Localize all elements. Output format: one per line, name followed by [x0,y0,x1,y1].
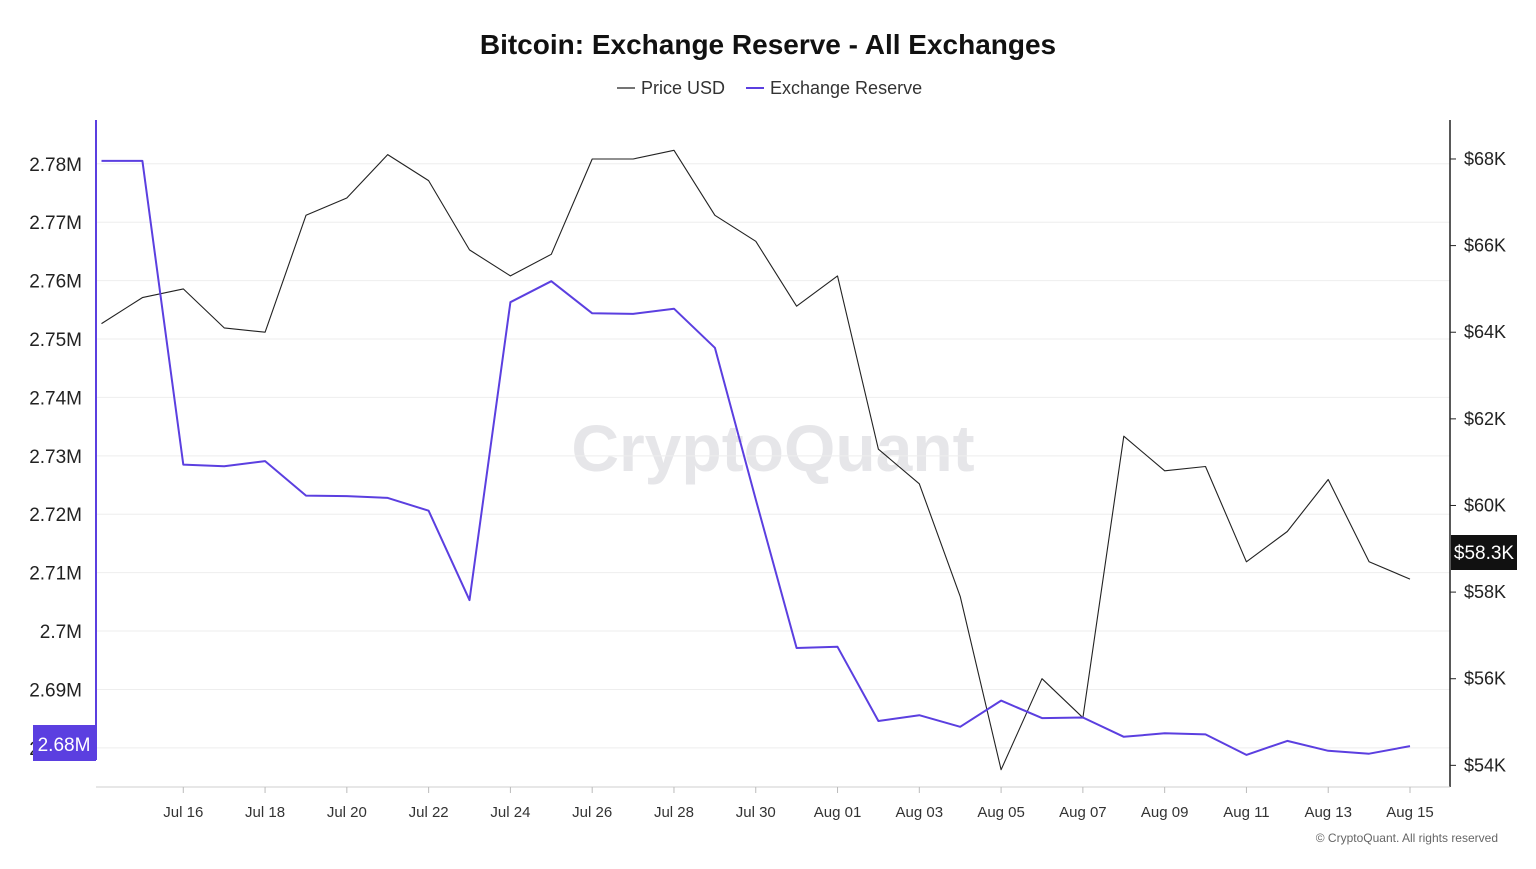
grid [96,163,1450,749]
legend-label-reserve: Exchange Reserve [770,78,922,98]
x-tick-label: Aug 15 [1386,804,1434,821]
left-tick-label: 2.72M [29,505,82,526]
legend-item-price[interactable]: Price USD [617,78,725,98]
x-tick-label: Aug 03 [896,804,944,821]
x-tick-label: Jul 22 [409,804,449,821]
x-tick-label: Jul 18 [245,804,285,821]
legend-item-reserve[interactable]: Exchange Reserve [746,78,922,98]
legend: Price USD Exchange Reserve [617,78,922,98]
x-tick-label: Aug 01 [814,804,862,821]
x-tick-label: Jul 20 [327,804,367,821]
right-tick-label: $56K [1464,669,1506,689]
left-tick-label: 2.7M [40,622,82,643]
x-tick-label: Jul 26 [572,804,612,821]
right-badge-label: $58.3K [1454,543,1515,564]
left-badge-label: 2.68M [38,735,91,756]
left-tick-label: 2.78M [29,155,82,176]
price-usd-line[interactable] [101,149,1411,771]
right-tick-label: $66K [1464,236,1506,256]
chart-title: Bitcoin: Exchange Reserve - All Exchange… [480,29,1056,60]
x-tick-label: Jul 16 [163,804,203,821]
right-badge-bg [1451,535,1517,570]
right-tick-label: $60K [1464,495,1506,515]
x-tick-label: Jul 28 [654,804,694,821]
legend-label-price: Price USD [641,78,725,98]
right-axis-ticks: $54K $56K $58K $60K $62K $64K $66K $68K [1450,149,1506,775]
right-tick-label: $58K [1464,582,1506,602]
right-tick-label: $54K [1464,755,1506,775]
watermark: CryptoQuant [571,411,974,485]
copyright: © CryptoQuant. All rights reserved [1316,831,1498,845]
x-tick-label: Aug 09 [1141,804,1189,821]
x-tick-label: Aug 13 [1304,804,1352,821]
left-tick-label: 2.74M [29,388,82,409]
left-axis-ticks: 2.68M2.69M2.7M2.71M2.72M2.73M2.74M2.75M2… [29,155,82,760]
right-tick-label: $68K [1464,149,1506,169]
x-axis-ticks: Jul 16 Jul 18 Jul 20 Jul 22 Jul 24 Jul 26 Jul … [163,787,1434,821]
x-tick-label: Aug 05 [977,804,1025,821]
left-current-badge: 2.68M [33,725,96,761]
right-current-badge: $58.3K [1451,535,1517,570]
left-tick-label: 2.75M [29,330,82,351]
left-tick-label: 2.71M [29,564,82,585]
left-badge-bg [33,725,96,761]
x-tick-label: Jul 30 [736,804,776,821]
x-tick-label: Aug 07 [1059,804,1107,821]
exchange-reserve-line[interactable] [101,159,1411,756]
series [101,149,1411,771]
right-tick-label: $64K [1464,322,1506,342]
x-tick-label: Jul 24 [490,804,530,821]
left-tick-label: 2.76M [29,272,82,293]
left-tick-label: 2.73M [29,447,82,468]
left-tick-label: 2.77M [29,213,82,234]
left-tick-label: 2.69M [29,680,82,701]
right-tick-label: $62K [1464,409,1506,429]
x-tick-label: Aug 11 [1223,804,1269,821]
